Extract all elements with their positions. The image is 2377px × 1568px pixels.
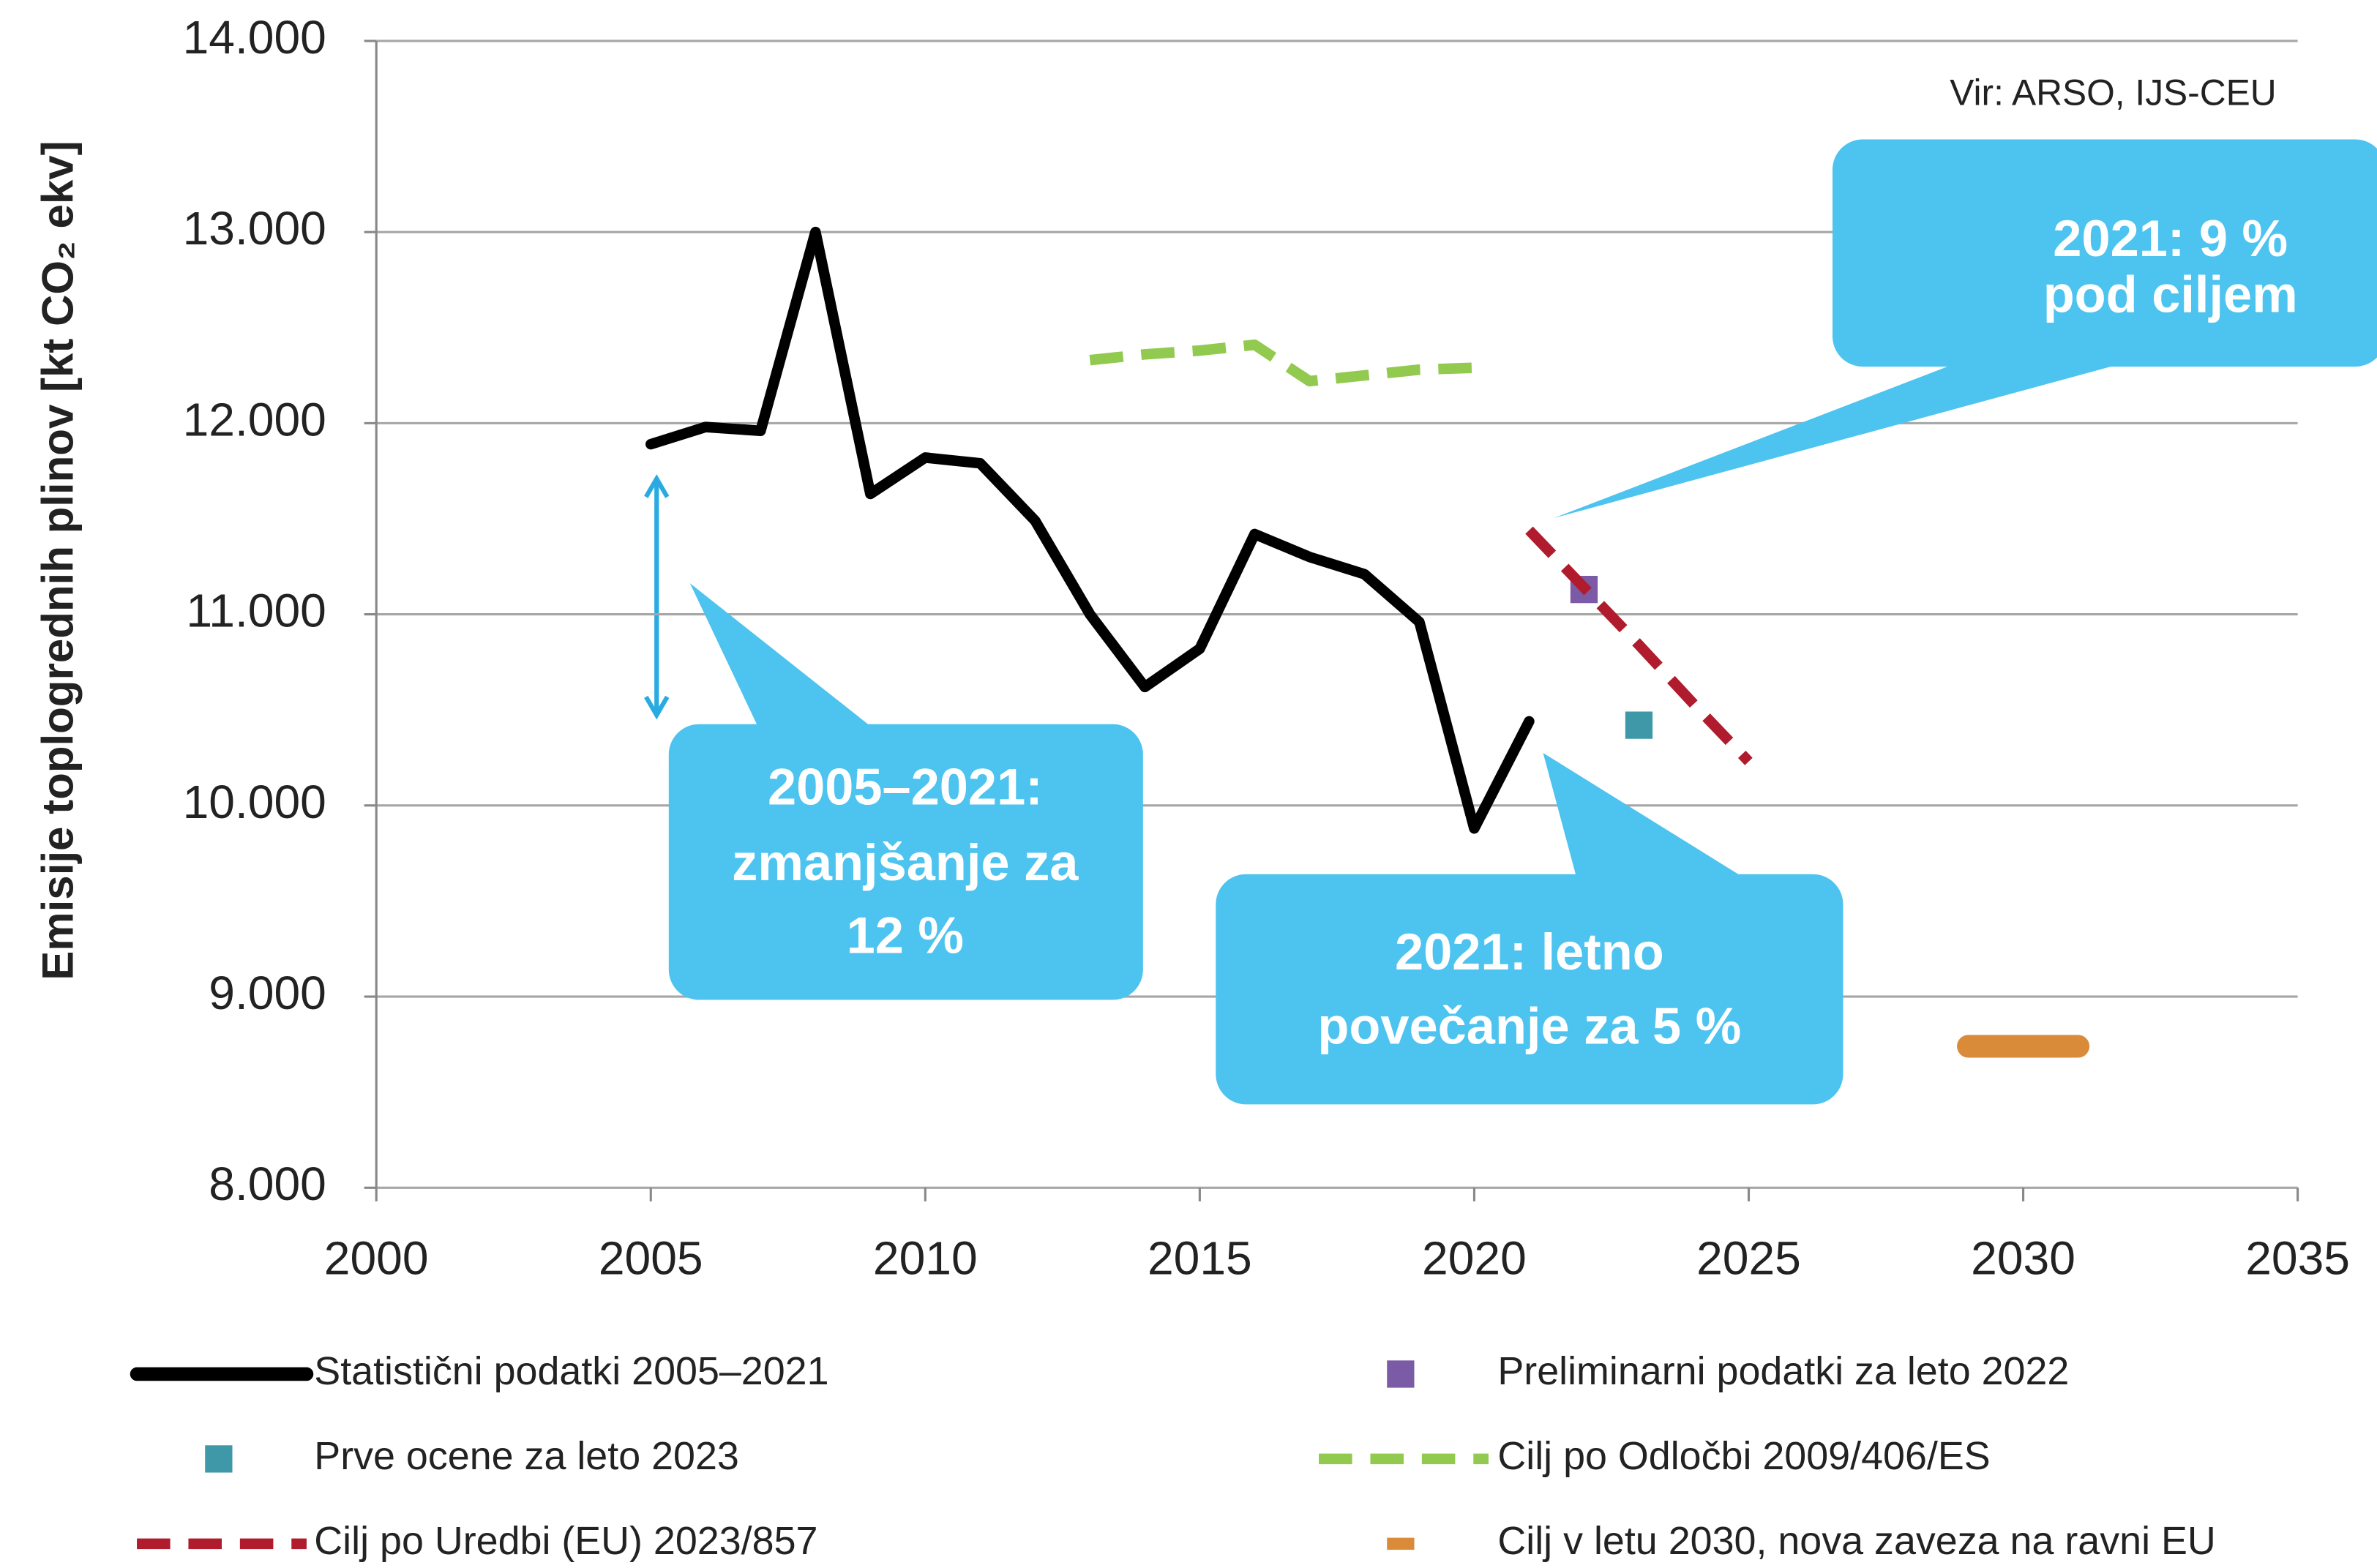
x-tick-label: 2025 <box>1696 1232 1801 1285</box>
legend-label: Preliminarni podatki za leto 2022 <box>1497 1349 2069 1393</box>
callout: 2021: letno povečanje za 5 % <box>1216 753 1843 1105</box>
y-tick-label: 14.000 <box>183 11 326 64</box>
x-tick-label: 2000 <box>324 1232 429 1285</box>
callout: 2005–2021: zmanjšanje za 12 % <box>668 583 1143 1000</box>
legend-item: Preliminarni podatki za leto 2022 <box>1387 1349 2069 1393</box>
legend-label: Statistični podatki 2005–2021 <box>314 1349 828 1393</box>
legend-swatch <box>1387 1360 1415 1388</box>
legend-label: Cilj v letu 2030, nova zaveza na ravni E… <box>1497 1519 2215 1563</box>
callout-text: pod ciljem <box>2043 265 2298 323</box>
callout-text: 12 % <box>847 906 964 964</box>
callout-text: 2005–2021: <box>768 757 1043 815</box>
callout-box <box>1216 874 1843 1105</box>
callout-pointer <box>689 583 872 727</box>
callout-text: povečanje za 5 % <box>1317 997 1741 1055</box>
callout-box <box>668 724 1143 1000</box>
legend-item: Statistični podatki 2005–2021 <box>130 1349 829 1393</box>
legend-swatch <box>205 1445 233 1473</box>
x-tick-label: 2010 <box>873 1232 978 1285</box>
legend-item: Cilj po Odločbi 2009/406/ES <box>1319 1434 1991 1478</box>
callout-box <box>1832 139 2377 367</box>
data-point <box>1625 711 1653 739</box>
series-line <box>1089 340 1475 387</box>
x-tick-label: 2005 <box>599 1232 703 1285</box>
callout-text: 2021: letno <box>1395 923 1664 980</box>
y-tick-label: 11.000 <box>186 585 326 637</box>
x-tick-label: 2035 <box>2245 1232 2350 1285</box>
legend-item: Prve ocene za leto 2023 <box>205 1434 739 1478</box>
legend-label: Cilj po Uredbi (EU) 2023/857 <box>314 1519 817 1563</box>
y-tick-label: 10.000 <box>183 776 326 828</box>
legend-item: Cilj po Uredbi (EU) 2023/857 <box>137 1519 817 1563</box>
legend-label: Prve ocene za leto 2023 <box>314 1434 739 1478</box>
series-line <box>1525 526 1753 765</box>
callout-text: 2021: 9 % <box>2053 209 2288 267</box>
series-line <box>645 226 1535 834</box>
x-tick-label: 2020 <box>1422 1232 1527 1285</box>
source: Vir: ARSO, IJS-CEU <box>1950 72 2276 113</box>
callout: 2021: 9 %pod ciljem <box>1553 139 2377 519</box>
callout-pointer <box>1553 363 2122 519</box>
y-tick-label: 12.000 <box>183 393 326 446</box>
legend-item: Cilj v letu 2030, nova zaveza na ravni E… <box>1387 1519 2216 1563</box>
legend-label: Cilj po Odločbi 2009/406/ES <box>1497 1434 1990 1478</box>
y-axis-label: Emisije toplogrednih plinov [kt CO₂ ekv] <box>33 140 82 980</box>
y-tick-label: 8.000 <box>209 1158 326 1210</box>
x-tick-label: 2015 <box>1148 1232 1252 1285</box>
callout-text: zmanjšanje za <box>732 833 1079 891</box>
x-tick-label: 2030 <box>1971 1232 2075 1285</box>
y-tick-label: 9.000 <box>209 967 326 1019</box>
y-tick-label: 13.000 <box>183 202 326 255</box>
callout-pointer <box>1543 753 1743 877</box>
range-arrow <box>644 474 670 720</box>
